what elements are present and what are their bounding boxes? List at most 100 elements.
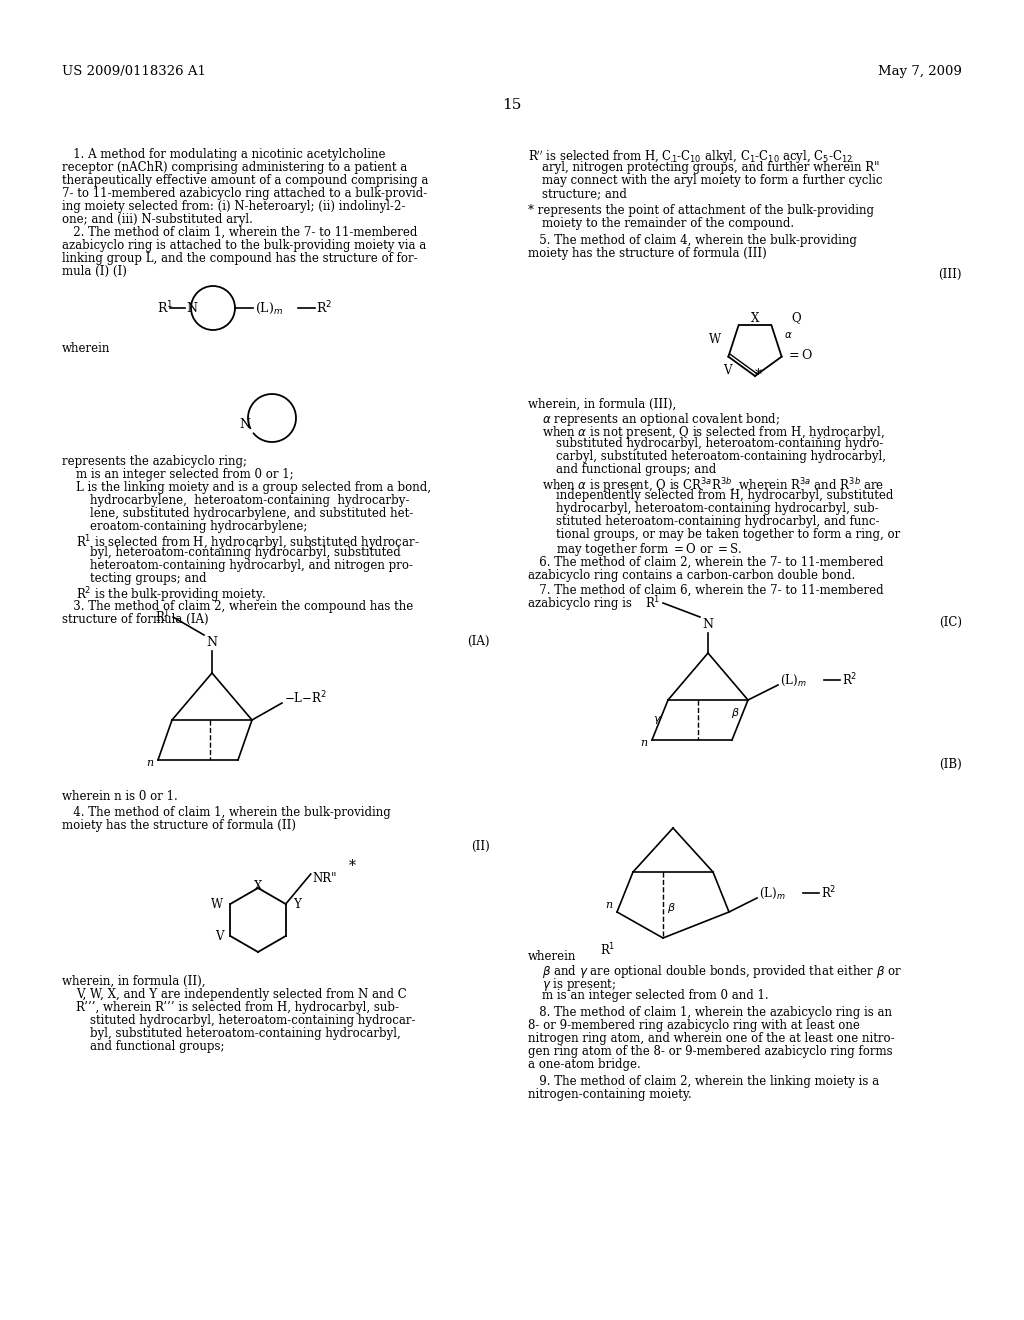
Text: nitrogen-containing moiety.: nitrogen-containing moiety.	[528, 1088, 692, 1101]
Text: heteroatom-containing hydrocarbyl, and nitrogen pro-: heteroatom-containing hydrocarbyl, and n…	[90, 558, 413, 572]
Text: $\alpha$: $\alpha$	[783, 330, 793, 341]
Text: W: W	[710, 333, 721, 346]
Text: X: X	[254, 880, 262, 894]
Text: structure; and: structure; and	[542, 187, 627, 201]
Text: *: *	[755, 368, 762, 381]
Text: (II): (II)	[471, 840, 490, 853]
Text: a one-atom bridge.: a one-atom bridge.	[528, 1059, 641, 1071]
Text: L is the linking moiety and is a group selected from a bond,: L is the linking moiety and is a group s…	[76, 480, 431, 494]
Text: US 2009/0118326 A1: US 2009/0118326 A1	[62, 65, 206, 78]
Text: $\beta$: $\beta$	[667, 902, 676, 915]
Text: $\alpha$ represents an optional covalent bond;: $\alpha$ represents an optional covalent…	[542, 411, 780, 428]
Text: R$^1$ is selected from H, hydrocarbyl, substituted hydrocar-: R$^1$ is selected from H, hydrocarbyl, s…	[76, 533, 420, 553]
Text: m is an integer selected from 0 or 1;: m is an integer selected from 0 or 1;	[76, 469, 294, 480]
Text: n: n	[146, 758, 154, 768]
Text: 3. The method of claim 2, wherein the compound has the: 3. The method of claim 2, wherein the co…	[62, 601, 414, 612]
Text: hydrocarbylene,  heteroatom-containing  hydrocarby-: hydrocarbylene, heteroatom-containing hy…	[90, 494, 410, 507]
Text: 7. The method of claim 6, wherein the 7- to 11-membered: 7. The method of claim 6, wherein the 7-…	[528, 583, 884, 597]
Text: represents the azabicyclo ring;: represents the azabicyclo ring;	[62, 455, 247, 469]
Text: n: n	[640, 738, 647, 748]
Text: NR": NR"	[312, 871, 337, 884]
Text: wherein, in formula (III),: wherein, in formula (III),	[528, 399, 676, 411]
Text: azabicyclo ring contains a carbon-carbon double bond.: azabicyclo ring contains a carbon-carbon…	[528, 569, 855, 582]
Text: and functional groups; and: and functional groups; and	[556, 463, 716, 477]
Text: R$^1$: R$^1$	[155, 609, 170, 626]
Text: mula (I) (I): mula (I) (I)	[62, 265, 127, 279]
Text: (IC): (IC)	[939, 616, 962, 630]
Text: 8. The method of claim 1, wherein the azabicyclo ring is an: 8. The method of claim 1, wherein the az…	[528, 1006, 892, 1019]
Text: when $\alpha$ is not present, Q is selected from H, hydrocarbyl,: when $\alpha$ is not present, Q is selec…	[542, 424, 885, 441]
Text: hydrocarbyl, heteroatom-containing hydrocarbyl, sub-: hydrocarbyl, heteroatom-containing hydro…	[556, 502, 879, 515]
Text: n: n	[605, 900, 612, 909]
Text: wherein n is 0 or 1.: wherein n is 0 or 1.	[62, 789, 178, 803]
Text: linking group L, and the compound has the structure of for-: linking group L, and the compound has th…	[62, 252, 418, 265]
Text: moiety to the remainder of the compound.: moiety to the remainder of the compound.	[542, 216, 795, 230]
Text: $\gamma$: $\gamma$	[653, 714, 663, 726]
Text: azabicyclo ring is: azabicyclo ring is	[528, 597, 632, 610]
Text: 15: 15	[503, 98, 521, 112]
Text: (IA): (IA)	[468, 635, 490, 648]
Text: $\beta$: $\beta$	[730, 706, 739, 719]
Text: $-$L$-$R$^2$: $-$L$-$R$^2$	[284, 689, 327, 706]
Text: nitrogen ring atom, and wherein one of the at least one nitro-: nitrogen ring atom, and wherein one of t…	[528, 1032, 895, 1045]
Text: V: V	[723, 364, 731, 378]
Text: gen ring atom of the 8- or 9-membered azabicyclo ring forms: gen ring atom of the 8- or 9-membered az…	[528, 1045, 893, 1059]
Text: may connect with the aryl moiety to form a further cyclic: may connect with the aryl moiety to form…	[542, 174, 883, 187]
Text: 8- or 9-membered ring azabicyclo ring with at least one: 8- or 9-membered ring azabicyclo ring wi…	[528, 1019, 860, 1032]
Text: stituted hydrocarbyl, heteroatom-containing hydrocar-: stituted hydrocarbyl, heteroatom-contain…	[90, 1014, 416, 1027]
Text: wherein: wherein	[528, 950, 577, 964]
Text: $=$O: $=$O	[785, 347, 813, 362]
Text: ing moiety selected from: (i) N-heteroaryl; (ii) indolinyl-2-: ing moiety selected from: (i) N-heteroar…	[62, 201, 406, 213]
Text: Q: Q	[791, 312, 801, 325]
Text: m is an integer selected from 0 and 1.: m is an integer selected from 0 and 1.	[542, 989, 769, 1002]
Text: (L)$_m$: (L)$_m$	[759, 886, 785, 900]
Text: W: W	[211, 898, 223, 911]
Text: R$^2$: R$^2$	[842, 672, 857, 688]
Text: aryl, nitrogen protecting groups, and further wherein R": aryl, nitrogen protecting groups, and fu…	[542, 161, 880, 174]
Text: (L)$_m$: (L)$_m$	[780, 672, 807, 688]
Text: 2. The method of claim 1, wherein the 7- to 11-membered: 2. The method of claim 1, wherein the 7-…	[62, 226, 418, 239]
Text: 1. A method for modulating a nicotinic acetylcholine: 1. A method for modulating a nicotinic a…	[62, 148, 385, 161]
Text: one; and (iii) N-substituted aryl.: one; and (iii) N-substituted aryl.	[62, 213, 253, 226]
Text: wherein, in formula (II),: wherein, in formula (II),	[62, 975, 206, 987]
Text: wherein: wherein	[62, 342, 111, 355]
Text: R$^{\prime\prime}$ is selected from H, C$_1$-C$_{10}$ alkyl, C$_1$-C$_{10}$ acyl: R$^{\prime\prime}$ is selected from H, C…	[528, 148, 853, 165]
Text: R$^1$: R$^1$	[599, 941, 615, 958]
Text: N: N	[207, 636, 217, 649]
Text: when $\alpha$ is present, Q is CR$^{3a}$R$^{3b}$, wherein R$^{3a}$ and R$^{3b}$ : when $\alpha$ is present, Q is CR$^{3a}$…	[542, 477, 885, 495]
Text: R$^1$: R$^1$	[644, 595, 660, 611]
Text: R’’’, wherein R’’’ is selected from H, hydrocarbyl, sub-: R’’’, wherein R’’’ is selected from H, h…	[76, 1001, 399, 1014]
Text: eroatom-containing hydrocarbylene;: eroatom-containing hydrocarbylene;	[90, 520, 307, 533]
Text: 6. The method of claim 2, wherein the 7- to 11-membered: 6. The method of claim 2, wherein the 7-…	[528, 556, 884, 569]
Text: 9. The method of claim 2, wherein the linking moiety is a: 9. The method of claim 2, wherein the li…	[528, 1074, 880, 1088]
Text: and functional groups;: and functional groups;	[90, 1040, 224, 1053]
Text: (IB): (IB)	[939, 758, 962, 771]
Text: N: N	[702, 619, 714, 631]
Text: byl, heteroatom-containing hydrocarbyl, substituted: byl, heteroatom-containing hydrocarbyl, …	[90, 546, 400, 558]
Text: * represents the point of attachment of the bulk-providing: * represents the point of attachment of …	[528, 205, 874, 216]
Text: stituted heteroatom-containing hydrocarbyl, and func-: stituted heteroatom-containing hydrocarb…	[556, 515, 880, 528]
Text: lene, substituted hydrocarbylene, and substituted het-: lene, substituted hydrocarbylene, and su…	[90, 507, 414, 520]
Text: (L)$_m$: (L)$_m$	[255, 301, 283, 315]
Text: substituted hydrocarbyl, heteroatom-containing hydro-: substituted hydrocarbyl, heteroatom-cont…	[556, 437, 884, 450]
Text: azabicyclo ring is attached to the bulk-providing moiety via a: azabicyclo ring is attached to the bulk-…	[62, 239, 426, 252]
Text: X: X	[751, 312, 759, 325]
Text: *: *	[349, 859, 355, 873]
Text: independently selected from H, hydrocarbyl, substituted: independently selected from H, hydrocarb…	[556, 488, 893, 502]
Text: may together form $=$O or $=$S.: may together form $=$O or $=$S.	[556, 541, 742, 558]
Text: (III): (III)	[939, 268, 962, 281]
Text: 5. The method of claim 4, wherein the bulk-providing: 5. The method of claim 4, wherein the bu…	[528, 234, 857, 247]
Text: structure of formula (IA): structure of formula (IA)	[62, 612, 209, 626]
Text: V: V	[215, 929, 223, 942]
Text: 4. The method of claim 1, wherein the bulk-providing: 4. The method of claim 1, wherein the bu…	[62, 807, 391, 818]
Text: R$^2$: R$^2$	[821, 884, 837, 902]
Text: receptor (nAChR) comprising administering to a patient a: receptor (nAChR) comprising administerin…	[62, 161, 408, 174]
Text: byl, substituted heteroatom-containing hydrocarbyl,: byl, substituted heteroatom-containing h…	[90, 1027, 400, 1040]
Text: N: N	[186, 301, 197, 314]
Text: moiety has the structure of formula (II): moiety has the structure of formula (II)	[62, 818, 296, 832]
Text: May 7, 2009: May 7, 2009	[879, 65, 962, 78]
Text: R$^2$ is the bulk-providing moiety.: R$^2$ is the bulk-providing moiety.	[76, 585, 266, 605]
Text: carbyl, substituted heteroatom-containing hydrocarbyl,: carbyl, substituted heteroatom-containin…	[556, 450, 886, 463]
Text: therapeutically effective amount of a compound comprising a: therapeutically effective amount of a co…	[62, 174, 428, 187]
Text: R$^2$: R$^2$	[316, 300, 332, 317]
